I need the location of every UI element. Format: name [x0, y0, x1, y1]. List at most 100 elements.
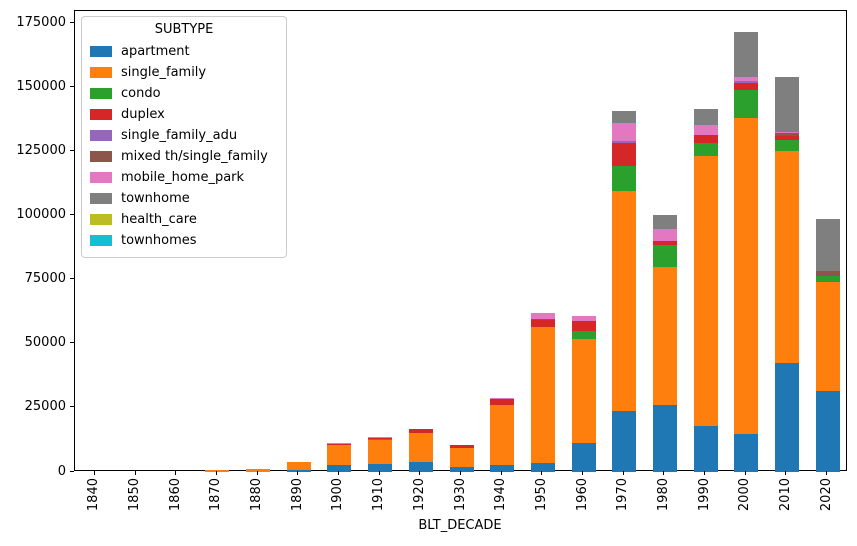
x-tick-label: 1970 — [615, 478, 631, 512]
x-axis-tick — [744, 471, 746, 475]
bar-segment — [815, 271, 840, 276]
bar-segment — [693, 156, 718, 426]
y-tick-label: 150000 — [16, 79, 66, 95]
bar-segment — [734, 76, 759, 82]
x-tick-label: 1940 — [493, 478, 509, 512]
bar-segment — [490, 404, 515, 466]
legend-label: duplex — [121, 107, 165, 122]
legend-swatch-icon — [90, 46, 112, 57]
bar-segment — [734, 83, 759, 90]
x-axis-tick — [541, 471, 543, 475]
bar-segment — [612, 190, 637, 411]
x-tick-label: 1910 — [371, 478, 387, 512]
x-axis-tick — [785, 471, 787, 475]
bar-segment — [734, 117, 759, 434]
legend-swatch-icon — [90, 172, 112, 183]
bar-segment — [612, 110, 637, 123]
x-tick-label: 1920 — [411, 478, 427, 512]
legend-swatch-icon — [90, 193, 112, 204]
bar-segment — [774, 131, 799, 134]
bar-segment — [774, 136, 799, 141]
y-axis-tick — [70, 150, 74, 152]
y-tick-label: 75000 — [24, 271, 66, 287]
legend-label: condo — [121, 86, 161, 101]
bar-segment — [490, 398, 515, 399]
bar-segment — [774, 133, 799, 137]
bar-segment — [734, 81, 759, 84]
legend-item-health-care: health_care — [90, 209, 278, 230]
legend-label: health_care — [121, 212, 197, 227]
bar-segment — [530, 319, 555, 327]
x-tick-label: 1860 — [167, 478, 183, 512]
legend-label: single_family_adu — [121, 128, 238, 143]
bar-segment — [286, 461, 311, 471]
bar-segment — [246, 468, 271, 472]
y-tick-label: 125000 — [16, 143, 66, 159]
x-tick-label: 1950 — [533, 478, 549, 512]
x-axis-tick — [419, 471, 421, 475]
bar-segment — [530, 318, 555, 320]
bar-segment — [327, 443, 352, 444]
y-tick-label: 175000 — [16, 15, 66, 31]
bar-segment — [286, 470, 311, 472]
legend-swatch-icon — [90, 109, 112, 120]
bar-segment — [652, 266, 677, 405]
bar-segment — [571, 330, 596, 340]
bar-segment — [815, 391, 840, 472]
y-tick-label: 25000 — [24, 399, 66, 415]
legend-swatch-icon — [90, 235, 112, 246]
bar-segment — [449, 466, 474, 472]
x-tick-label: 1880 — [249, 478, 265, 512]
bar-segment — [449, 447, 474, 467]
x-tick-label: 2020 — [818, 478, 834, 512]
legend-item-mixed-th-single-family: mixed th/single_family — [90, 146, 278, 167]
bar-segment — [368, 463, 393, 472]
y-tick-label: 100000 — [16, 207, 66, 223]
legend-item-townhome: townhome — [90, 188, 278, 209]
bar-segment — [449, 445, 474, 448]
x-tick-label: 1870 — [208, 478, 224, 512]
bar-segment — [612, 122, 637, 141]
legend-swatch-icon — [90, 67, 112, 78]
x-tick-label: 1960 — [574, 478, 590, 512]
legend-item-single-family: single_family — [90, 62, 278, 83]
legend-label: apartment — [121, 44, 190, 59]
legend: SUBTYPE apartment single_family condo duple… — [81, 16, 287, 258]
bar-segment — [612, 140, 637, 143]
x-axis-tick — [337, 471, 339, 475]
legend-swatch-icon — [90, 130, 112, 141]
bar-segment — [490, 465, 515, 472]
bar-segment — [571, 339, 596, 443]
x-axis-tick — [175, 471, 177, 475]
x-axis-tick — [378, 471, 380, 475]
y-axis-tick — [70, 406, 74, 408]
x-tick-label: 1980 — [655, 478, 671, 512]
bar-segment — [652, 240, 677, 245]
bar-segment — [368, 437, 393, 440]
legend-label: mobile_home_park — [121, 170, 245, 185]
x-axis-title: BLT_DECADE — [418, 518, 502, 533]
legend-swatch-icon — [90, 151, 112, 162]
bar-segment — [774, 140, 799, 151]
x-axis-tick — [93, 471, 95, 475]
bar-segment — [734, 433, 759, 472]
bar-segment — [734, 32, 759, 77]
x-axis-tick — [704, 471, 706, 475]
bar-segment — [612, 165, 637, 191]
bar-segment — [693, 425, 718, 472]
bar-segment — [530, 462, 555, 472]
bar-segment — [774, 76, 799, 132]
x-axis-tick — [297, 471, 299, 475]
bar-segment — [612, 142, 637, 166]
legend-item-townhomes: townhomes — [90, 230, 278, 251]
x-tick-label: 1890 — [289, 478, 305, 512]
bar-segment — [530, 313, 555, 319]
x-axis-tick — [256, 471, 258, 475]
x-axis-tick — [622, 471, 624, 475]
bar-segment — [815, 219, 840, 272]
bar-segment — [652, 244, 677, 267]
y-axis-tick — [70, 278, 74, 280]
x-axis-tick — [500, 471, 502, 475]
